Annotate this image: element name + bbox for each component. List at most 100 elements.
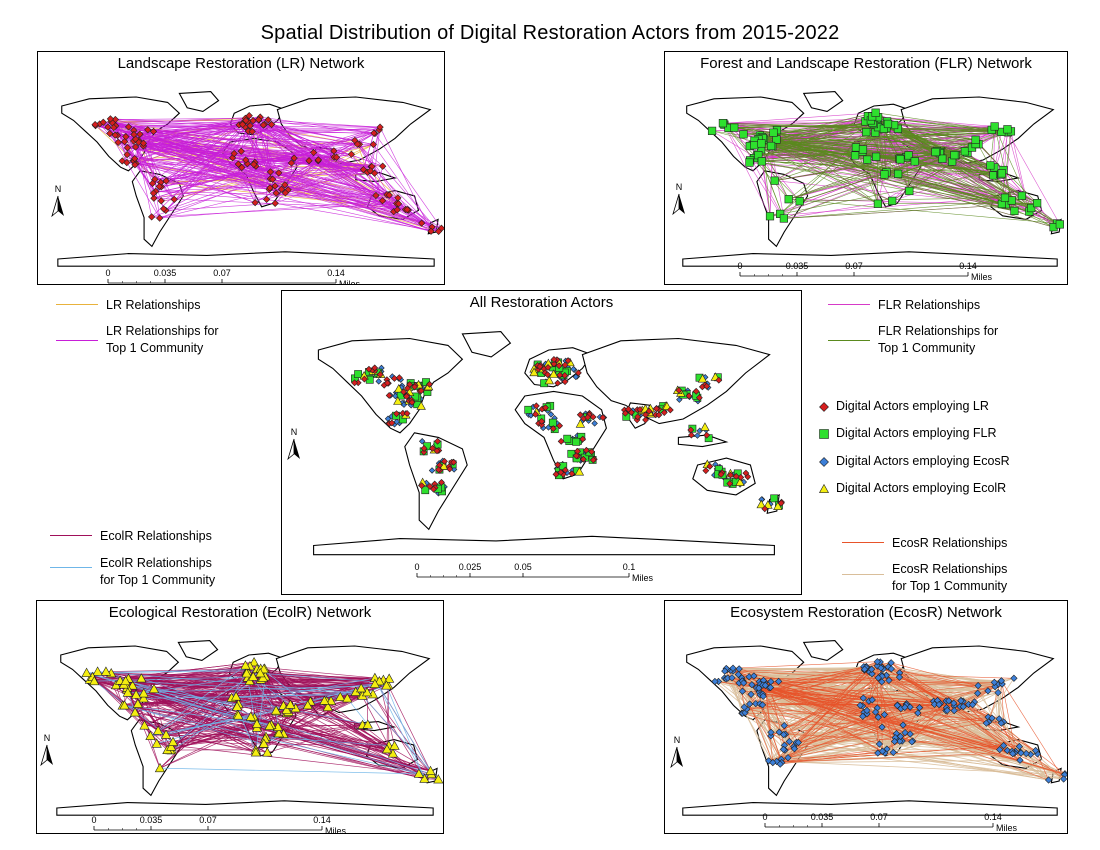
lr-actor-marker: [230, 149, 238, 158]
lr-actor-marker: [400, 388, 407, 396]
lr-actor-marker: [365, 365, 373, 373]
lr-actor-marker: [114, 138, 122, 147]
ecosr-actor-marker: [734, 670, 742, 679]
ecosr-actor-marker: [676, 396, 683, 403]
ecosr-actor-marker: [859, 712, 867, 721]
ecolr-actor-marker: [255, 668, 266, 678]
lr-actor-marker: [150, 194, 158, 202]
scale-tick-label: 0: [737, 261, 742, 271]
ecosr-actor-marker: [758, 701, 767, 709]
lr-actor-marker: [579, 435, 587, 443]
legend-square-marker: [819, 429, 829, 439]
lr-actor-marker: [403, 393, 410, 400]
flr-actor-marker: [871, 108, 880, 117]
flr-actor-marker: [1055, 220, 1064, 229]
lr-actor-marker: [385, 392, 393, 399]
ecosr-actor-marker: [780, 721, 788, 730]
ecosr-actor-marker: [750, 672, 758, 680]
ecolr-actor-marker: [92, 666, 103, 676]
legend-ecolr-top-swatch: [50, 567, 92, 568]
lr-actor-marker: [536, 363, 544, 370]
ecolr-actor-marker: [529, 367, 539, 377]
ecolr-actor-marker: [250, 747, 261, 757]
lr-actor-marker: [277, 185, 286, 193]
lr-actor-marker: [653, 405, 660, 413]
lr-actor-marker: [106, 129, 114, 138]
lr-actor-marker: [281, 181, 289, 189]
lr-actor-marker: [262, 195, 271, 203]
continent-greenland: [177, 640, 219, 661]
lr-actor-marker: [250, 160, 258, 169]
legend-ecosr-top-label1: EcosR Relationships: [892, 562, 1008, 576]
lr-actor-marker: [532, 410, 539, 418]
lr-actor-marker: [584, 413, 592, 421]
ecolr-actor-marker: [302, 700, 313, 710]
north-arrow-icon: N: [672, 182, 685, 216]
ecolr-actor-marker: [700, 422, 710, 431]
lr-actor-marker: [237, 147, 245, 155]
ecolr-actor-marker: [285, 699, 296, 709]
lr-actor-marker: [568, 470, 576, 478]
ecolr-actor-marker: [138, 693, 149, 703]
flr-actor-marker: [739, 130, 748, 139]
lr-actor-marker: [702, 467, 710, 475]
ecosr-actor-marker: [740, 679, 748, 687]
lr-actor-marker: [347, 150, 356, 158]
north-arrow-icon: N: [40, 733, 53, 767]
legend-ecolr-swatch: [50, 535, 92, 536]
lr-actor-marker: [267, 120, 276, 129]
ecolr-actor-marker: [139, 720, 150, 730]
ecolr-actor-marker: [381, 680, 392, 690]
ecolr-actor-marker: [122, 687, 133, 697]
continent-antarctica: [682, 800, 1058, 816]
north-label: N: [44, 733, 51, 743]
lr-actor-marker: [434, 437, 442, 445]
ecolr-actor-marker: [81, 667, 92, 677]
ecolr-actor-marker: [548, 369, 559, 378]
lr-actor-marker: [378, 197, 387, 205]
legend-ecolr-label: EcolR Relationships: [100, 529, 212, 543]
lr-actor-marker: [393, 206, 401, 214]
continent-antarctica: [57, 251, 435, 267]
scale-tick-label: 0: [414, 562, 419, 572]
lr-actor-marker: [353, 140, 362, 148]
lr-actor-marker: [155, 182, 163, 191]
ecolr-actor-marker: [120, 675, 131, 686]
lr-actor-marker: [433, 447, 441, 455]
lr-actor-marker: [557, 437, 565, 445]
ecosr-actor-marker: [694, 432, 701, 439]
legend-ecosr-top-label2: for Top 1 Community: [892, 579, 1008, 593]
ecosr-network-panel: Ecosystem Restoration (EcosR) Network N 0…: [664, 600, 1068, 834]
scale-unit-label: Miles: [339, 279, 361, 284]
flr-actor-marker: [950, 151, 959, 160]
ecosr-panel-title: Ecosystem Restoration (EcosR) Network: [730, 604, 1002, 621]
lr-actor-marker: [742, 469, 750, 477]
ecosr-actor-marker: [785, 737, 793, 746]
ecosr-actor-marker: [968, 701, 977, 709]
lr-actor-marker: [706, 462, 714, 470]
lr-actor-marker: [149, 127, 158, 136]
scale-tick-label: 0: [105, 268, 110, 278]
network-edges: [94, 115, 442, 232]
lr-actor-marker: [110, 123, 118, 132]
flr-actor-marker: [770, 494, 779, 503]
ecosr-actor-marker: [779, 745, 788, 754]
ecosr-actor-marker: [766, 683, 775, 692]
lr-actor-marker: [383, 379, 391, 387]
lr-actor-marker: [561, 378, 569, 386]
ecosr-actor-marker: [868, 696, 876, 704]
ecosr-actor-marker: [859, 694, 867, 702]
lr-actor-marker: [131, 161, 139, 169]
scale-tick-label: 0: [762, 812, 767, 822]
lr-actor-marker: [434, 227, 443, 236]
lr-actor-marker: [287, 159, 296, 167]
continent-greenland: [178, 91, 220, 112]
lr-actor-marker: [123, 144, 132, 152]
lr-actor-marker: [351, 379, 358, 387]
ecosr-actor-marker: [896, 732, 905, 740]
lr-actor-marker: [564, 357, 572, 365]
ecolr-actor-marker: [735, 477, 745, 486]
continent-asia: [581, 337, 771, 425]
